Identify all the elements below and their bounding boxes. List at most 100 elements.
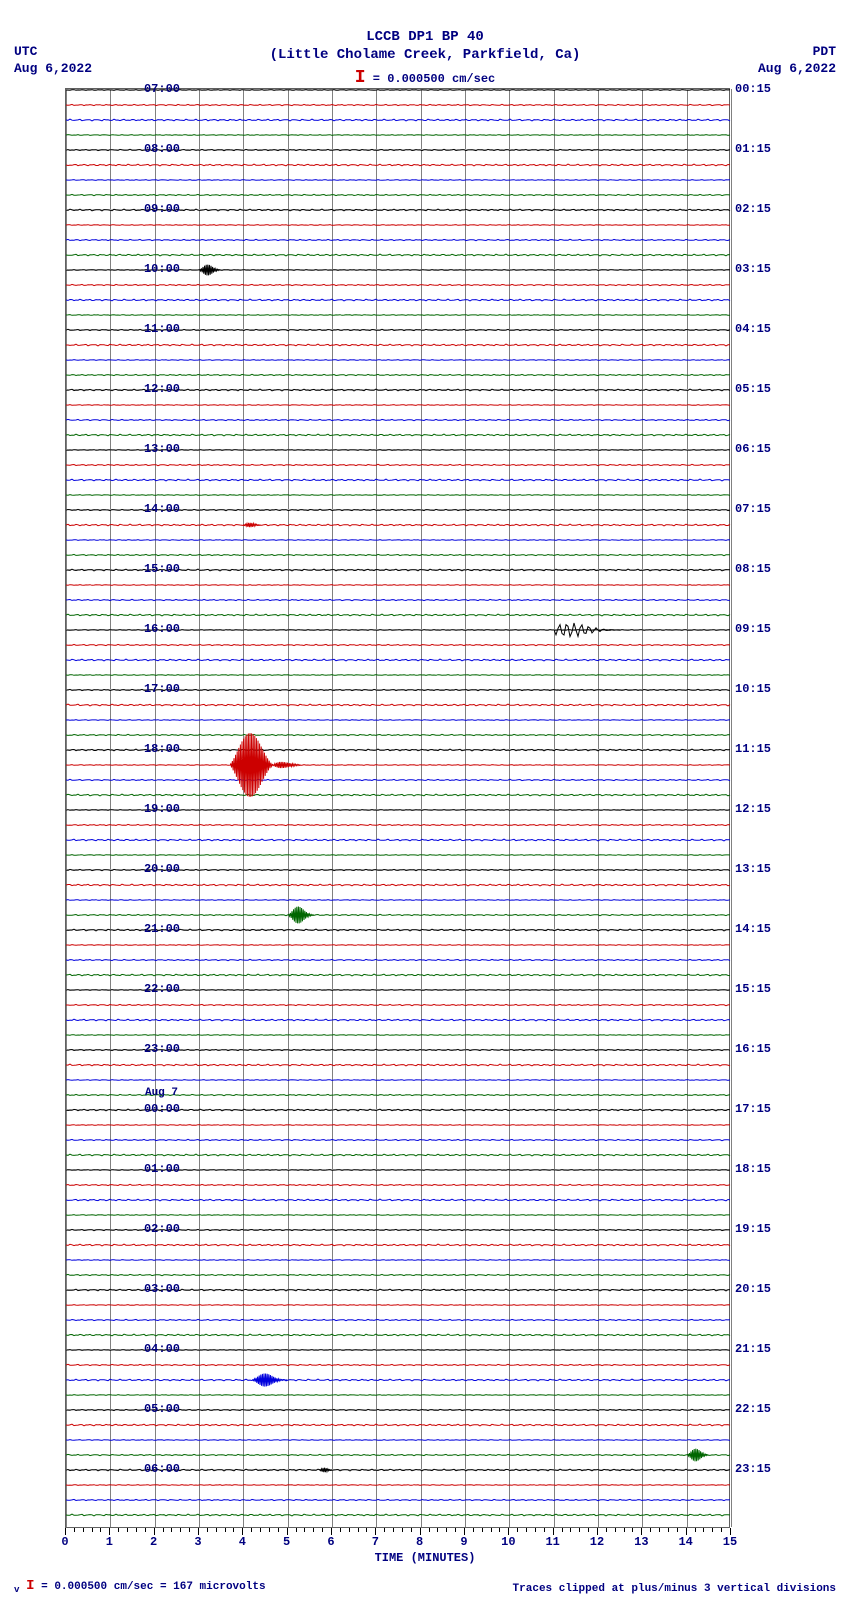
seismic-event (554, 622, 621, 638)
seismic-trace (66, 537, 731, 543)
yaxis-left-tick: 22:00 (130, 982, 180, 996)
seismic-trace (66, 912, 731, 918)
xaxis-tickmark-minor (322, 1528, 323, 1532)
yaxis-left-tick: 12:00 (130, 382, 180, 396)
seismic-trace (66, 837, 731, 843)
seismic-trace (66, 972, 731, 978)
xaxis-tickmark (287, 1528, 288, 1535)
seismic-trace (66, 477, 731, 483)
seismic-trace (66, 1077, 731, 1083)
yaxis-left-tick: 21:00 (130, 922, 180, 936)
xaxis-tick-label: 3 (194, 1535, 201, 1549)
seismic-trace (66, 222, 731, 228)
seismic-trace (66, 1437, 731, 1443)
xaxis-tickmark-minor (260, 1528, 261, 1532)
yaxis-left-tick: 14:00 (130, 502, 180, 516)
xaxis-tickmark (109, 1528, 110, 1535)
yaxis-right-tick: 15:15 (735, 982, 771, 996)
xaxis-tickmark-minor (695, 1528, 696, 1532)
xaxis-tick-label: 5 (283, 1535, 290, 1549)
xaxis-tickmark-minor (207, 1528, 208, 1532)
date-marker: Aug 7 (145, 1087, 178, 1099)
seismic-trace (66, 1062, 731, 1068)
seismic-trace (66, 822, 731, 828)
seismic-trace (66, 1197, 731, 1203)
xaxis-tickmark-minor (491, 1528, 492, 1532)
xaxis-tickmark-minor (180, 1528, 181, 1532)
seismic-trace (66, 432, 731, 438)
scale-indicator: I = 0.000500 cm/sec (0, 68, 850, 88)
yaxis-left-tick: 17:00 (130, 682, 180, 696)
seismic-trace (66, 282, 731, 288)
seismic-trace (66, 357, 731, 363)
xaxis-tickmark-minor (189, 1528, 190, 1532)
seismic-trace (66, 1317, 731, 1323)
xaxis-tickmark-minor (251, 1528, 252, 1532)
xaxis-tickmark-minor (100, 1528, 101, 1532)
xaxis-tickmark-minor (721, 1528, 722, 1532)
seismic-trace (66, 657, 731, 663)
xaxis-tickmark (464, 1528, 465, 1535)
seismic-trace (66, 162, 731, 168)
xaxis-tickmark-minor (145, 1528, 146, 1532)
seismic-trace (66, 717, 731, 723)
xaxis-tickmark-minor (92, 1528, 93, 1532)
xaxis-tickmark-minor (393, 1528, 394, 1532)
date-right: Aug 6,2022 (758, 61, 836, 78)
xaxis-tickmark (198, 1528, 199, 1535)
seismic-trace (66, 522, 731, 528)
seismic-trace (66, 237, 731, 243)
xaxis-tickmark-minor (703, 1528, 704, 1532)
xaxis-tick-label: 7 (372, 1535, 379, 1549)
xaxis-tickmark-minor (429, 1528, 430, 1532)
seismic-event (252, 1370, 287, 1390)
xaxis-tickmark (597, 1528, 598, 1535)
yaxis-right-tick: 05:15 (735, 382, 771, 396)
xaxis-tickmark-minor (615, 1528, 616, 1532)
seismic-trace (66, 1242, 731, 1248)
xaxis-tickmark-minor (624, 1528, 625, 1532)
seismic-trace (66, 732, 731, 738)
yaxis-left-tick: 08:00 (130, 142, 180, 156)
seismic-trace (66, 897, 731, 903)
footer-right: Traces clipped at plus/minus 3 vertical … (513, 1583, 836, 1595)
yaxis-left-tick: 06:00 (130, 1462, 180, 1476)
xaxis-tickmark (331, 1528, 332, 1535)
xaxis-tickmark (686, 1528, 687, 1535)
xaxis-tick-label: 12 (590, 1535, 604, 1549)
xaxis-tickmark (730, 1528, 731, 1535)
xaxis-tickmark-minor (455, 1528, 456, 1532)
yaxis-right-tick: 06:15 (735, 442, 771, 456)
seismic-trace (66, 672, 731, 678)
seismic-event (243, 519, 261, 531)
yaxis-left-tick: 11:00 (130, 322, 180, 336)
xaxis-tickmark-minor (163, 1528, 164, 1532)
yaxis-right-tick: 23:15 (735, 1462, 771, 1476)
yaxis-right-tick: 11:15 (735, 742, 771, 756)
xaxis-tickmark (375, 1528, 376, 1535)
seismic-trace (66, 1212, 731, 1218)
xaxis-tickmark-minor (482, 1528, 483, 1532)
xaxis-tick-label: 9 (460, 1535, 467, 1549)
tz-left: UTC (14, 44, 92, 61)
yaxis-left-tick: 01:00 (130, 1162, 180, 1176)
xaxis-tickmark-minor (136, 1528, 137, 1532)
yaxis-right-tick: 04:15 (735, 322, 771, 336)
xaxis-tickmark (553, 1528, 554, 1535)
seismic-trace (66, 1422, 731, 1428)
xaxis-tickmark (242, 1528, 243, 1535)
xaxis-tick-label: 13 (634, 1535, 648, 1549)
seismic-trace (66, 582, 731, 588)
yaxis-right-tick: 14:15 (735, 922, 771, 936)
xaxis-tick-label: 1 (106, 1535, 113, 1549)
seismic-trace (66, 1362, 731, 1368)
yaxis-left-tick: 23:00 (130, 1042, 180, 1056)
seismic-trace (66, 597, 731, 603)
seismic-trace (66, 1002, 731, 1008)
xaxis-label: TIME (MINUTES) (0, 1551, 850, 1565)
yaxis-left-tick: 03:00 (130, 1282, 180, 1296)
gridline-vertical (731, 89, 732, 1527)
seismic-trace (66, 852, 731, 858)
yaxis-right-tick: 18:15 (735, 1162, 771, 1176)
xaxis-tickmark-minor (499, 1528, 500, 1532)
